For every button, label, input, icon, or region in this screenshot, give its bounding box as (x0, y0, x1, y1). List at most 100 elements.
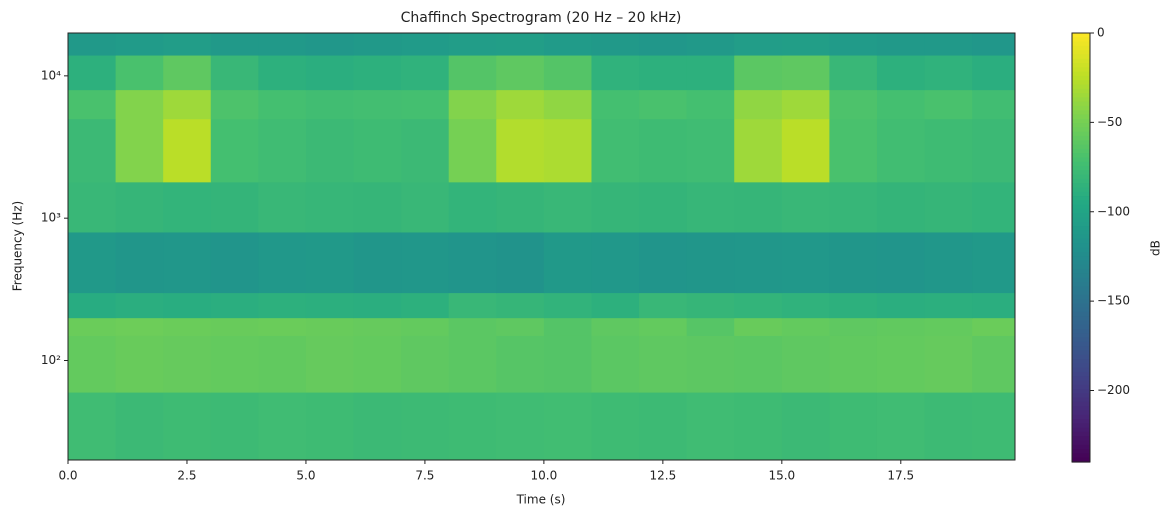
colorbar-swatch (1072, 256, 1090, 261)
cell (639, 317, 688, 336)
cell (353, 292, 402, 319)
cell (781, 292, 830, 319)
cell (210, 392, 259, 461)
colorbar-swatch (1072, 174, 1090, 180)
cell (876, 335, 926, 393)
colorbar-swatch (1072, 298, 1090, 304)
colorbar-swatch (1072, 414, 1090, 420)
colorbar-swatch (1072, 161, 1090, 167)
cell (401, 55, 450, 91)
colorbar-swatch (1072, 131, 1090, 137)
cell (781, 33, 830, 56)
cell (163, 118, 212, 183)
colorbar-swatch (1072, 453, 1090, 459)
cell (353, 335, 402, 393)
colorbar-swatch (1072, 165, 1090, 171)
cell (686, 335, 735, 393)
cell (876, 292, 926, 319)
x-tick-label: 10.0 (531, 469, 558, 483)
colorbar-tick-label: −150 (1097, 294, 1130, 308)
cell (210, 89, 259, 120)
colorbar-swatch (1072, 196, 1090, 201)
colorbar-swatch (1072, 88, 1090, 94)
colorbar-swatch (1072, 153, 1090, 159)
cell (210, 317, 259, 336)
plot-frame (67, 32, 1016, 461)
cell (543, 89, 592, 120)
colorbar-swatch (1072, 406, 1090, 412)
cell (401, 317, 450, 336)
cell (591, 89, 640, 120)
colorbar-swatch (1072, 397, 1090, 403)
colorbar-swatch (1072, 346, 1090, 352)
colorbar-swatch (1072, 419, 1090, 424)
cell (734, 392, 783, 461)
x-tick-label: 12.5 (649, 469, 676, 483)
cell (115, 33, 164, 56)
cell (829, 292, 878, 319)
colorbar-swatch (1072, 37, 1090, 43)
cell (115, 392, 164, 461)
colorbar-swatch (1072, 123, 1090, 128)
cell (972, 89, 1016, 120)
cell (496, 33, 545, 56)
cell (305, 392, 355, 461)
colorbar-swatch (1072, 80, 1090, 86)
cell (353, 317, 402, 336)
cell (258, 33, 307, 56)
cell (163, 181, 212, 233)
cell (686, 292, 735, 319)
cell (210, 181, 259, 233)
colorbar-swatch (1072, 444, 1090, 450)
cell (543, 118, 592, 183)
cell (829, 392, 878, 461)
cell (686, 317, 735, 336)
cell (639, 118, 688, 183)
cell (591, 55, 640, 91)
cell (115, 181, 164, 233)
cell (496, 292, 545, 319)
colorbar-label: dB (1149, 240, 1163, 256)
colorbar-swatch (1072, 307, 1090, 313)
cell (639, 33, 688, 56)
cell (781, 89, 830, 120)
cell (876, 55, 926, 91)
cell (163, 317, 212, 336)
cell (448, 118, 497, 183)
cell (68, 33, 117, 56)
cell (924, 89, 973, 120)
cell (543, 33, 592, 56)
cell (305, 231, 355, 294)
colorbar-swatch (1072, 105, 1090, 111)
colorbar-swatch (1072, 50, 1090, 56)
colorbar-swatch (1072, 178, 1090, 184)
cell (876, 231, 926, 294)
cell (68, 392, 117, 461)
cell (68, 89, 117, 120)
cell (686, 33, 735, 56)
cell (734, 292, 783, 319)
x-tick-label: 17.5 (887, 469, 914, 483)
colorbar-swatch (1072, 401, 1090, 407)
cell (353, 118, 402, 183)
colorbar-swatch (1072, 371, 1090, 377)
colorbar-swatch (1072, 260, 1090, 266)
cell (401, 118, 450, 183)
cell (639, 55, 688, 91)
cell (924, 335, 973, 393)
colorbar-swatch (1072, 363, 1090, 369)
cell (924, 317, 973, 336)
colorbar-swatch (1072, 191, 1090, 197)
chart-title: Chaffinch Spectrogram (20 Hz – 20 kHz) (401, 10, 682, 26)
cell (68, 231, 117, 294)
cell (448, 292, 497, 319)
cell (734, 181, 783, 233)
cell (496, 231, 545, 294)
cell (496, 89, 545, 120)
cell (686, 231, 735, 294)
cell (210, 55, 259, 91)
colorbar-swatch (1072, 277, 1090, 283)
colorbar-swatch (1072, 311, 1090, 317)
colorbar-swatch (1072, 376, 1090, 382)
